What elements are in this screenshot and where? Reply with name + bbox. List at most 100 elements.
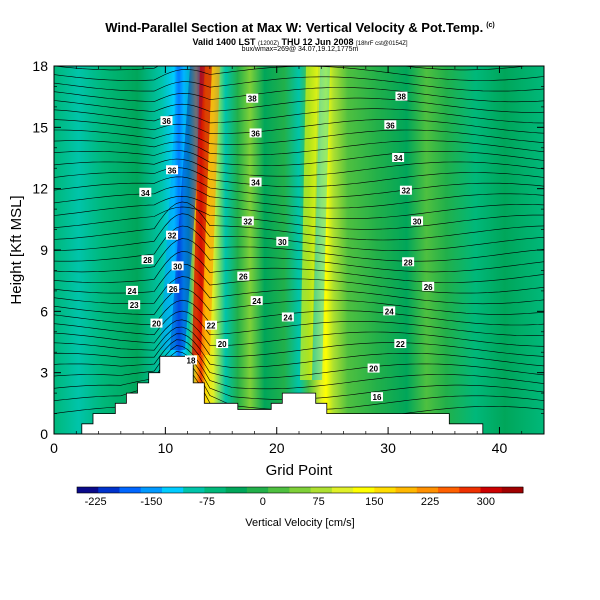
- theta-contour-line: [54, 251, 544, 283]
- theta-contour-line: [54, 201, 544, 241]
- contour-label-box: [370, 392, 383, 402]
- theta-contour-line: [54, 345, 544, 390]
- x-tick-label: 40: [492, 440, 508, 456]
- colorbar-segment: [98, 487, 120, 493]
- colorbar-segment: [501, 487, 524, 493]
- colorbar-tick-label: 0: [260, 496, 266, 508]
- chart-title-corner: (c): [486, 21, 495, 29]
- valid-time-date: THU 12 Jun 2008: [281, 37, 354, 47]
- y-tick-label: 6: [40, 303, 48, 319]
- contour-label-box: [281, 312, 294, 322]
- contour-label-box: [141, 255, 154, 265]
- colorbar-segment: [353, 487, 375, 493]
- contour-label-box: [249, 128, 262, 138]
- valid-time: Valid 1400 LST (1200Z) THU 12 Jun 2008 […: [0, 37, 600, 47]
- theta-contour-line: [54, 333, 544, 368]
- contour-label: 24: [385, 307, 394, 316]
- contour-label: 24: [283, 313, 292, 322]
- colorbar-segment: [77, 487, 99, 493]
- contour-label-box: [394, 339, 407, 349]
- contour-label-box: [184, 355, 197, 365]
- contour-label-box: [139, 187, 152, 197]
- contour-label-box: [166, 165, 179, 175]
- contour-label: 38: [248, 95, 257, 104]
- contour-label: 20: [152, 320, 161, 329]
- contour-label: 36: [386, 121, 395, 130]
- contour-label-box: [237, 271, 250, 281]
- colorbar-segment: [310, 487, 333, 493]
- theta-contour-line: [54, 158, 544, 177]
- contour-label: 16: [373, 393, 382, 402]
- contour-label: 23: [130, 301, 139, 310]
- theta-contour-line: [54, 238, 544, 273]
- colorbar-segment: [225, 487, 248, 493]
- wmax-info: bux/wmax=269@ 34.07,19.12,1775m: [241, 46, 359, 53]
- x-tick-label: 10: [158, 440, 174, 456]
- x-tick-label: 30: [380, 440, 396, 456]
- forecast-cycle: [18hrF cst@0154Z]: [356, 41, 408, 47]
- contour-label-box: [171, 261, 184, 271]
- downdraft-secondary: [312, 66, 330, 380]
- theta-contour-line: [54, 108, 544, 124]
- y-tick-label: 18: [32, 58, 48, 74]
- contour-label-box: [150, 318, 163, 328]
- theta-contours: [54, 66, 544, 421]
- contour-label-box: [276, 236, 289, 246]
- colorbar-segment: [331, 487, 354, 493]
- colorbar-tick-label: -150: [140, 496, 162, 508]
- terrain: [54, 355, 544, 434]
- contour-label-box: [402, 257, 415, 267]
- contour-label: 30: [413, 217, 422, 226]
- chart-title: Wind-Parallel Section at Max W: Vertical…: [0, 20, 600, 35]
- contour-label-box: [250, 296, 263, 306]
- theta-contour-line: [54, 66, 529, 71]
- contour-label-box: [160, 116, 173, 126]
- theta-contour-line: [54, 288, 544, 315]
- colorbar-tick-label: 300: [477, 496, 495, 508]
- theta-contour-line: [54, 185, 544, 209]
- colorbar-segment: [416, 487, 439, 493]
- colorbar-tick-label: 150: [365, 496, 383, 508]
- colorbar-segment: [374, 487, 397, 493]
- contour-label: 18: [187, 356, 196, 365]
- contour-label: 36: [251, 129, 260, 138]
- theta-contour-line: [54, 87, 544, 103]
- vertical-velocity-field: [54, 66, 544, 434]
- contour-label: 28: [404, 258, 413, 267]
- x-axis-title: Grid Point: [266, 462, 334, 479]
- contour-label: 24: [128, 287, 137, 296]
- contour-label-box: [411, 216, 424, 226]
- contour-label-box: [166, 230, 179, 240]
- theta-contour-line: [54, 319, 544, 347]
- y-axis-title: Height [Kft MSL]: [8, 195, 25, 304]
- contour-label-box: [392, 153, 405, 162]
- contour-label-box: [216, 339, 229, 349]
- x-tick-label: 20: [269, 440, 285, 456]
- colorbar-segment: [459, 487, 482, 493]
- theta-contour-line: [54, 176, 544, 198]
- theta-contour-line: [54, 97, 544, 113]
- colorbar-segment: [395, 487, 418, 493]
- contour-label-box: [384, 120, 397, 130]
- theta-contour-line: [54, 119, 544, 135]
- x-tick-label: 0: [50, 440, 58, 456]
- contour-label: 32: [401, 187, 410, 196]
- contour-label: 22: [207, 322, 216, 331]
- theta-contour-line: [54, 150, 544, 166]
- colorbar-tick-label: -225: [85, 496, 107, 508]
- theta-contour-line: [54, 140, 544, 156]
- theta-contour-line: [54, 76, 544, 92]
- contour-label: 20: [369, 365, 378, 374]
- contour-label-box: [128, 300, 141, 310]
- colorbar-segment: [119, 487, 142, 493]
- valid-time-main: Valid 1400 LST: [192, 37, 256, 47]
- colorbar-tick-label: -75: [199, 496, 215, 508]
- colorbar-segment: [438, 487, 460, 493]
- contour-label: 38: [397, 93, 406, 102]
- colorbar-segment: [204, 487, 227, 493]
- y-tick-label: 15: [32, 119, 48, 135]
- theta-contour-line: [54, 310, 544, 337]
- valid-time-utc: (1200Z): [258, 41, 280, 47]
- contour-label-box: [241, 216, 254, 226]
